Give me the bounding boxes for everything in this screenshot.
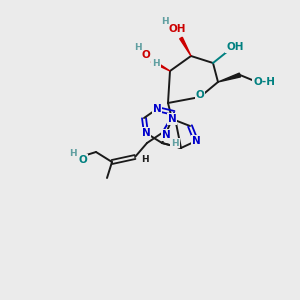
- Text: OH: OH: [226, 42, 244, 52]
- Text: H: H: [69, 149, 77, 158]
- Text: N: N: [153, 104, 161, 114]
- Text: O: O: [196, 90, 204, 100]
- Text: H: H: [161, 16, 169, 26]
- Text: H: H: [171, 139, 179, 148]
- Text: N: N: [162, 130, 170, 140]
- Text: O: O: [79, 155, 87, 165]
- Text: N: N: [168, 114, 176, 124]
- Text: H: H: [134, 43, 142, 52]
- Text: O-H: O-H: [253, 77, 275, 87]
- Polygon shape: [218, 73, 241, 82]
- Text: O: O: [142, 50, 150, 60]
- Text: H: H: [152, 59, 160, 68]
- Text: N: N: [192, 136, 200, 146]
- Polygon shape: [180, 37, 191, 56]
- Text: OH: OH: [168, 24, 186, 34]
- Text: H: H: [141, 154, 149, 164]
- Polygon shape: [151, 60, 170, 71]
- Text: N: N: [142, 128, 150, 138]
